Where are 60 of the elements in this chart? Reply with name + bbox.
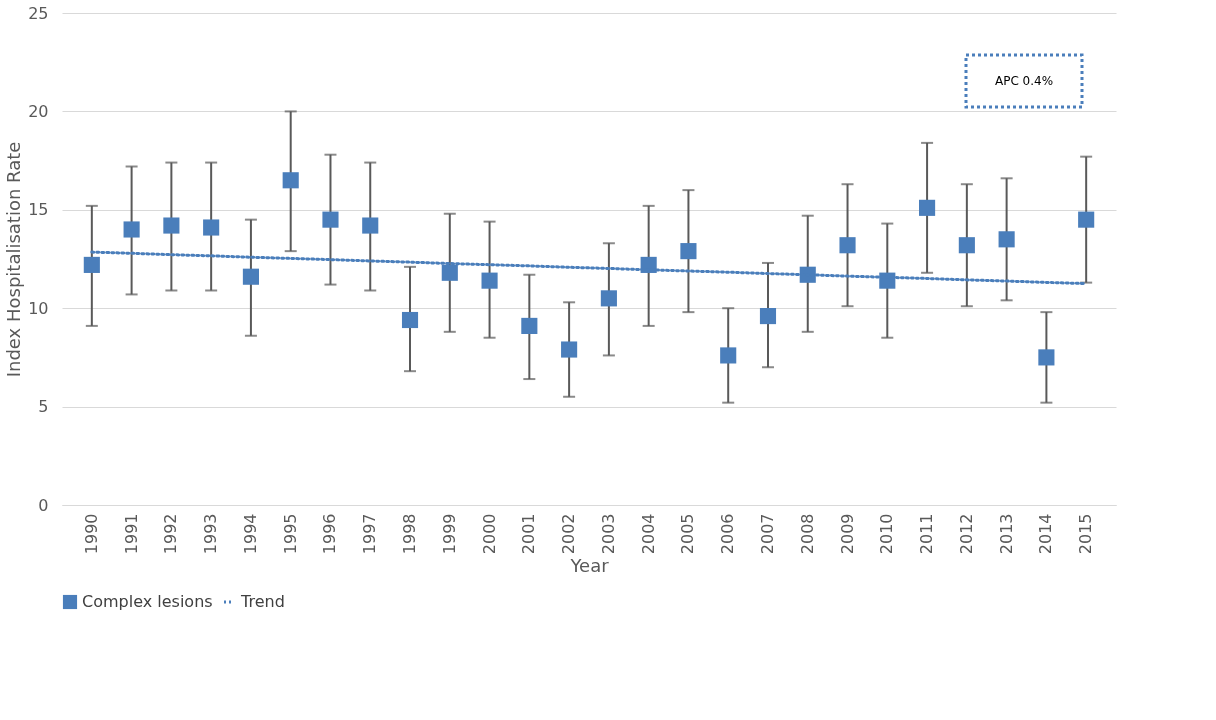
- x-tick-label: 2002: [559, 513, 579, 555]
- x-tick-label: 1991: [121, 513, 141, 555]
- annotation: APC 0.4%: [994, 74, 1054, 88]
- point: [322, 211, 339, 228]
- legend-label: Complex lesions: [82, 592, 213, 611]
- x-tick-label: 1995: [280, 513, 300, 555]
- x-tick-label: 2013: [996, 513, 1016, 555]
- x-tick-label: 2006: [718, 513, 738, 555]
- x-tick-label: 2008: [797, 513, 817, 555]
- point: [282, 172, 299, 189]
- x-tick-label: 1999: [439, 513, 459, 555]
- point: [441, 264, 458, 281]
- x-tick-label: 2005: [678, 513, 698, 555]
- legend-label: Trend: [240, 592, 285, 611]
- point: [839, 237, 856, 254]
- point: [242, 268, 259, 285]
- x-tick-label: 2003: [598, 513, 618, 555]
- x-tick-label: 2011: [917, 513, 937, 555]
- y-tick-label: 20: [28, 101, 49, 121]
- x-tick-label: 1998: [400, 513, 420, 555]
- point: [1038, 349, 1055, 366]
- x-tick-label: 2010: [877, 513, 897, 555]
- point: [958, 237, 975, 254]
- x-tick-label: 2015: [1076, 513, 1096, 555]
- x-tick-label: 2012: [956, 513, 976, 555]
- y-tick-label: 10: [28, 298, 49, 318]
- x-tick-label: 2007: [757, 513, 777, 555]
- point: [362, 217, 379, 234]
- point: [83, 256, 100, 273]
- point: [1078, 211, 1095, 228]
- y-tick-label: 15: [28, 200, 49, 220]
- x-tick-label: 2009: [837, 513, 857, 555]
- point: [600, 290, 617, 307]
- x-tick-label: 1993: [201, 513, 221, 555]
- point: [123, 221, 140, 238]
- x-tick-label: 1992: [161, 513, 181, 555]
- x-tick-label: 1996: [320, 513, 340, 555]
- point: [521, 317, 538, 334]
- y-tick-label: 5: [38, 397, 49, 417]
- x-tick-label: 1997: [360, 513, 380, 555]
- point: [481, 272, 498, 289]
- point: [998, 231, 1015, 248]
- y-tick-label: 25: [28, 3, 49, 23]
- point: [163, 217, 180, 234]
- point: [401, 311, 419, 329]
- x-axis-title: Year: [569, 555, 610, 577]
- x-tick-label: 2000: [479, 513, 499, 555]
- point: [680, 243, 697, 260]
- point: [561, 341, 578, 358]
- x-tick-label: 2004: [638, 513, 658, 555]
- y-axis-title: Index Hospitalisation Rate: [3, 141, 25, 378]
- x-tick-label: 2014: [1036, 513, 1056, 555]
- x-tick-label: 1994: [240, 513, 260, 555]
- y-tick-label: 0: [38, 495, 49, 515]
- point: [203, 219, 220, 236]
- x-tick-label: 1990: [81, 513, 101, 555]
- point: [919, 199, 936, 216]
- point: [759, 308, 777, 325]
- x-tick-label: 2001: [519, 513, 539, 555]
- point: [720, 347, 737, 364]
